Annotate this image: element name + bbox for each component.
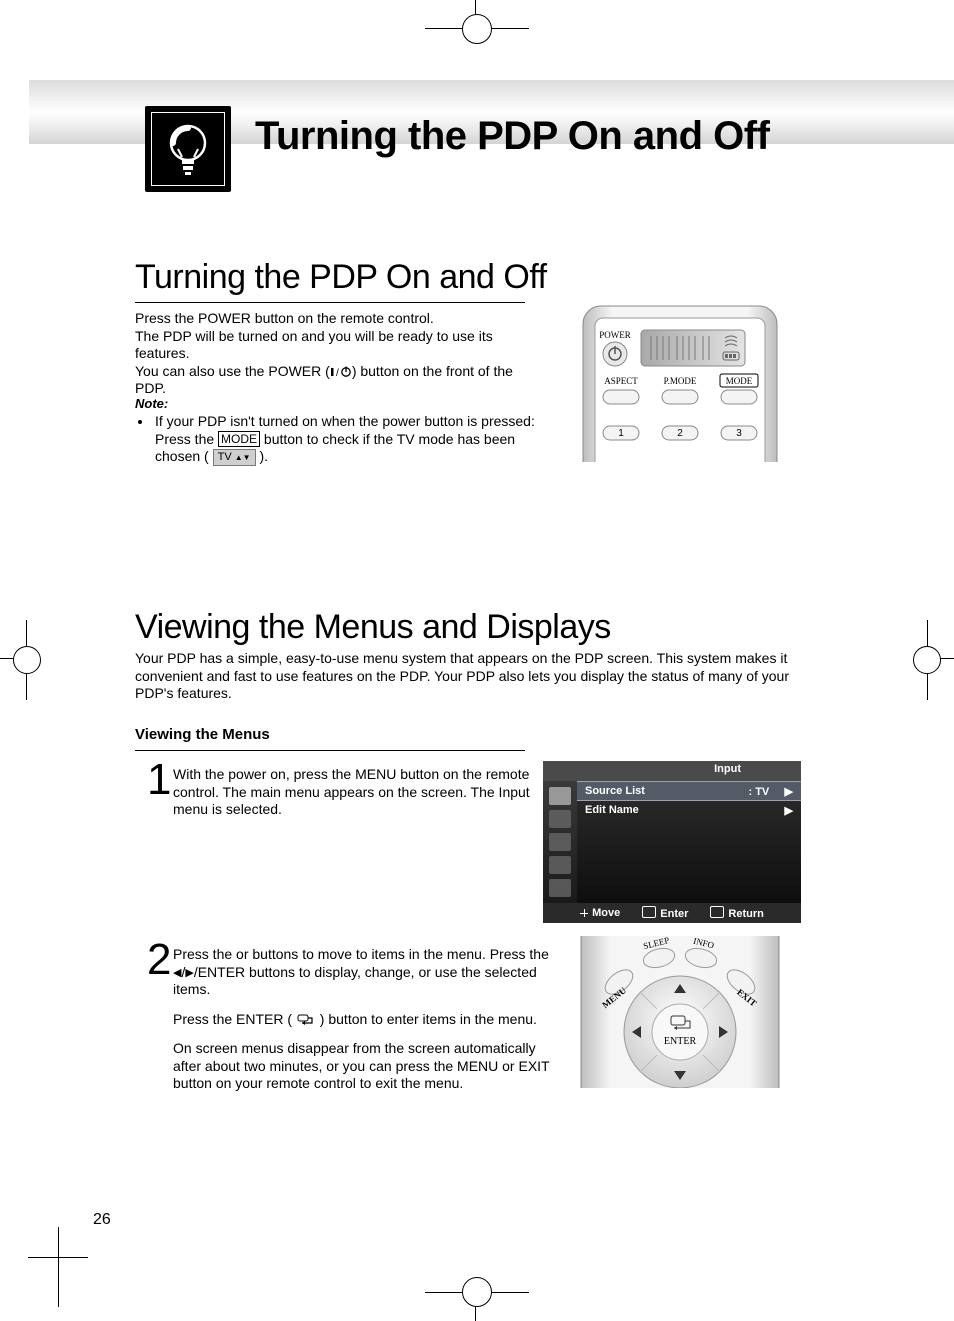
note-bullet: If your PDP isn't turned on when the pow… bbox=[153, 413, 535, 466]
step-1: 1 With the power on, press the MENU butt… bbox=[151, 766, 551, 819]
tv-mode-chip: TV ▲▼ bbox=[213, 449, 256, 466]
osd-icon-input bbox=[549, 787, 571, 805]
osd-side-icons bbox=[543, 781, 577, 903]
osd-row-source-list: Source List : TV ▶ bbox=[577, 781, 801, 801]
svg-text:1: 1 bbox=[618, 428, 624, 439]
svg-text:POWER: POWER bbox=[599, 330, 631, 340]
step-text: With the power on, press the MENU button… bbox=[173, 766, 551, 819]
osd-menu-screenshot: Input Source List : TV ▶ Edit Name ▶ bbox=[543, 761, 801, 921]
text: Press the ENTER ( bbox=[173, 1011, 296, 1027]
text: On screen menus disappear from the scree… bbox=[173, 1040, 551, 1093]
svg-text:2: 2 bbox=[677, 428, 683, 439]
text: or bbox=[236, 946, 252, 962]
svg-text:ENTER: ENTER bbox=[664, 1036, 697, 1047]
osd-icon-sound bbox=[549, 833, 571, 851]
enter-icon bbox=[296, 1014, 316, 1026]
text: ). bbox=[256, 448, 268, 464]
step-2: 2 Press the or buttons to move to items … bbox=[151, 946, 551, 1105]
section-heading-power: Turning the PDP On and Off bbox=[135, 258, 547, 297]
step-text: Press the or buttons to move to items in… bbox=[173, 946, 551, 1093]
section-heading-menus: Viewing the Menus and Displays bbox=[135, 608, 611, 647]
subheading-viewing-menus: Viewing the Menus bbox=[135, 726, 270, 743]
osd-row-label: Edit Name bbox=[585, 804, 639, 816]
power-instructions: Press the POWER button on the remote con… bbox=[135, 310, 515, 398]
left-icon: ◀ bbox=[173, 967, 181, 979]
page-number: 26 bbox=[93, 1211, 111, 1229]
remote-dpad-illustration: MENU SLEEP INFO EXIT ENTER bbox=[575, 936, 785, 1088]
text: buttons to move to items in the menu. Pr… bbox=[252, 946, 548, 962]
osd-footer-move: Move bbox=[580, 907, 620, 919]
osd-row-label: Source List bbox=[585, 785, 645, 797]
osd-icon-channel bbox=[549, 856, 571, 874]
text: The PDP will be turned on and you will b… bbox=[135, 328, 493, 362]
text: You can also use the POWER ( bbox=[135, 363, 330, 379]
power-symbol-icon: / bbox=[330, 366, 352, 378]
osd-icon-setup bbox=[549, 879, 571, 897]
right-icon: ▶ bbox=[185, 967, 193, 979]
osd-row-edit-name: Edit Name ▶ bbox=[577, 801, 801, 819]
osd-row-value: : TV ▶ bbox=[748, 785, 793, 798]
osd-row-arrow: ▶ bbox=[785, 804, 793, 817]
menu-intro: Your PDP has a simple, easy-to-use menu … bbox=[135, 650, 815, 703]
svg-text:MODE: MODE bbox=[726, 376, 753, 386]
note-label: Note: bbox=[135, 396, 535, 411]
step-number: 2 bbox=[147, 938, 171, 982]
remote-top-illustration: POWER ASPECT P.MODE MODE bbox=[575, 302, 785, 462]
rule bbox=[135, 750, 525, 751]
osd-footer-return: Return bbox=[710, 906, 763, 920]
crop-mark-right bbox=[924, 630, 954, 690]
rule bbox=[135, 302, 525, 303]
note-block: Note: If your PDP isn't turned on when t… bbox=[135, 396, 535, 466]
text: Press the bbox=[173, 946, 236, 962]
osd-icon-picture bbox=[549, 810, 571, 828]
lightbulb-icon bbox=[145, 106, 231, 192]
mode-button-label: MODE bbox=[218, 431, 260, 447]
svg-text:/: / bbox=[336, 368, 339, 378]
crop-mark-top bbox=[437, 0, 517, 30]
osd-title: Input bbox=[543, 761, 801, 781]
osd-footer: Move Enter Return bbox=[543, 903, 801, 923]
crop-mark-bottom bbox=[437, 1291, 517, 1321]
svg-text:3: 3 bbox=[736, 428, 742, 439]
svg-text:ASPECT: ASPECT bbox=[604, 376, 638, 386]
step-number: 1 bbox=[147, 758, 171, 802]
text: ) button to enter items in the menu. bbox=[316, 1011, 537, 1027]
text: Press the POWER button on the remote con… bbox=[135, 310, 434, 326]
page-title: Turning the PDP On and Off bbox=[255, 114, 769, 159]
text: ENTER buttons to display, change, or use… bbox=[173, 964, 537, 998]
crop-mark-left bbox=[0, 630, 30, 690]
svg-text:P.MODE: P.MODE bbox=[664, 376, 697, 386]
osd-footer-enter: Enter bbox=[642, 906, 688, 920]
